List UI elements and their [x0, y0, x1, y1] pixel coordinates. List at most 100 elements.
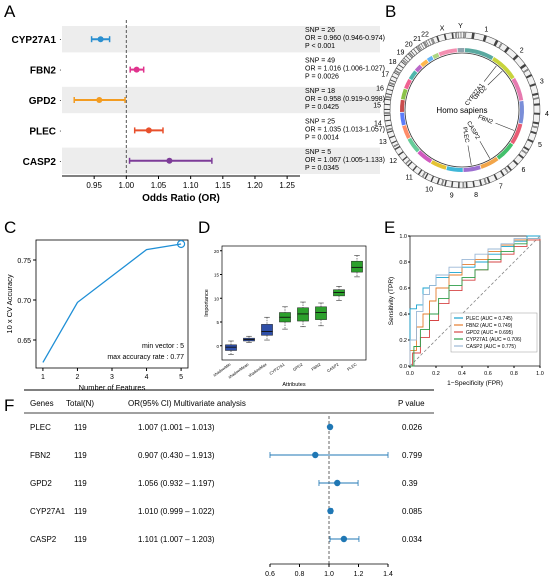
- x-tick-label: 0.8: [510, 371, 518, 377]
- box: [225, 344, 237, 351]
- chromosome-color-band: [404, 78, 412, 90]
- ideogram-band: [518, 153, 524, 159]
- y-tick-label: 20: [214, 249, 220, 254]
- ideogram-band: [471, 32, 475, 39]
- legend-box: [450, 312, 538, 353]
- chromosome-label: 20: [405, 42, 413, 49]
- ideogram-band: [384, 119, 391, 122]
- chromosome-label: 13: [379, 139, 387, 146]
- ideogram-band: [391, 75, 398, 79]
- ideogram-band: [472, 181, 475, 188]
- chance-diagonal: [409, 235, 541, 367]
- ideogram-band: [499, 170, 505, 177]
- or-point: [96, 97, 103, 103]
- legend-label: GPD2 (AUC = 0.695): [466, 330, 513, 336]
- chromosome-color-band: [430, 160, 447, 170]
- chromosome-color-band: [420, 59, 429, 68]
- panel-f-forest-table: Genes Total(N) OR(95% CI) Multivariate ana…: [24, 389, 434, 578]
- or-point: [334, 479, 341, 487]
- chromosome-label: 10: [425, 186, 433, 193]
- gene-marker-line: [467, 145, 472, 166]
- x-tick-label: 1.10: [183, 181, 199, 190]
- snp-label: SNP = 26: [305, 27, 335, 34]
- y-tick-label: 0.8: [399, 260, 407, 266]
- ideogram-band: [430, 175, 435, 182]
- chromosome-color-band: [518, 100, 524, 124]
- gene-marker-label: PLEC: [461, 127, 470, 144]
- ideogram-band: [403, 57, 409, 63]
- chromosome-label: 22: [421, 31, 429, 38]
- row-band: [62, 147, 380, 174]
- ideogram-band: [493, 174, 498, 181]
- chromosome-color-band: [480, 156, 499, 169]
- x-tick-label: 1.05: [151, 181, 167, 190]
- snp-label: SNP = 5: [305, 149, 331, 156]
- chromosome-label: 16: [376, 86, 384, 93]
- ideogram-band: [407, 161, 413, 167]
- gene-label: CASP2: [23, 157, 57, 168]
- annotation-max-accuracy: max accuracy rate : 0.77: [107, 354, 184, 361]
- x-tick-label: 1.20: [247, 181, 263, 190]
- ideogram-band: [420, 43, 425, 49]
- inner-circle: [404, 52, 520, 168]
- x-tick-label: 0.6: [484, 371, 492, 377]
- chromosome-color-band: [510, 123, 523, 145]
- or-ci-text: 0.907 (0.430 – 1.913): [138, 451, 215, 460]
- gene-label: GPD2: [30, 479, 52, 488]
- gene-label: CYP27A1: [30, 507, 66, 516]
- p-text: P < 0.001: [305, 43, 335, 50]
- ideogram-band: [398, 151, 404, 156]
- or-text: OR = 0.960 (0.946-0.974): [305, 35, 385, 42]
- box: [315, 306, 327, 320]
- ideogram-band: [425, 40, 430, 47]
- or-text: OR = 1.016 (1.006-1.027): [305, 66, 385, 73]
- attribute-label: shadowMax: [247, 362, 267, 378]
- roc-curve: [409, 236, 541, 366]
- p-value: 0.799: [402, 451, 423, 460]
- chromosome-label: 21: [413, 36, 421, 43]
- tick-dot: ·: [59, 66, 62, 75]
- tick-dot: ·: [59, 35, 62, 44]
- chromosome-label: 9: [450, 192, 454, 199]
- attribute-label: PLEC: [346, 362, 358, 372]
- x-tick-label: 1.0: [324, 571, 334, 578]
- or-text: OR = 1.035 (1.013-1.057): [305, 126, 385, 133]
- y-tick-label: 0.2: [399, 338, 407, 344]
- gene-label: PLEC: [29, 126, 56, 137]
- chromosome-label: 5: [538, 142, 542, 149]
- gene-label: CYP27A1: [12, 35, 57, 46]
- or-ci-text: 1.010 (0.999 – 1.022): [138, 507, 215, 516]
- total-n: 119: [74, 451, 87, 460]
- x-tick-label: 0.8: [295, 571, 305, 578]
- chromosome-label: 4: [545, 111, 549, 118]
- snp-label: SNP = 18: [305, 88, 335, 95]
- x-tick-label: 2: [76, 374, 80, 381]
- ideogram-band: [486, 177, 491, 184]
- ideogram-band: [417, 169, 423, 176]
- x-tick-label: 5: [179, 374, 183, 381]
- or-text: OR = 1.067 (1.005-1.133): [305, 157, 385, 164]
- header-or: OR(95% CI) Multivariate analysis: [128, 399, 246, 408]
- x-axis-label: 1−Specificity (FPR): [447, 380, 503, 387]
- ideogram-band: [493, 39, 499, 47]
- chromosome-label: 8: [474, 192, 478, 199]
- ideogram-band: [460, 32, 462, 39]
- chromosome-color-band: [438, 48, 458, 57]
- chromosome-color-band: [400, 112, 406, 126]
- ideogram-band: [512, 159, 519, 166]
- or-point: [326, 423, 334, 431]
- legend-label: FBN2 (AUC = 0.749): [466, 323, 513, 329]
- ideogram-band: [527, 138, 534, 143]
- panel-letter-c: C: [4, 218, 17, 237]
- x-tick-label: 1.15: [215, 181, 231, 190]
- x-tick-label: 0.6: [265, 571, 275, 578]
- ideogram-band: [394, 145, 401, 151]
- snp-label: SNP = 49: [305, 58, 335, 65]
- ideogram-band: [384, 114, 391, 117]
- ideogram-band: [400, 61, 406, 66]
- ideogram-band: [457, 32, 459, 39]
- panel-e-roc: 0.00.0 0.2 0.2 0.4 0.4 0.6 0.6 0.8 0.8 1.0 1.0 PLEC…: [388, 234, 544, 387]
- box: [351, 260, 363, 273]
- chromosome-color-band: [407, 137, 420, 153]
